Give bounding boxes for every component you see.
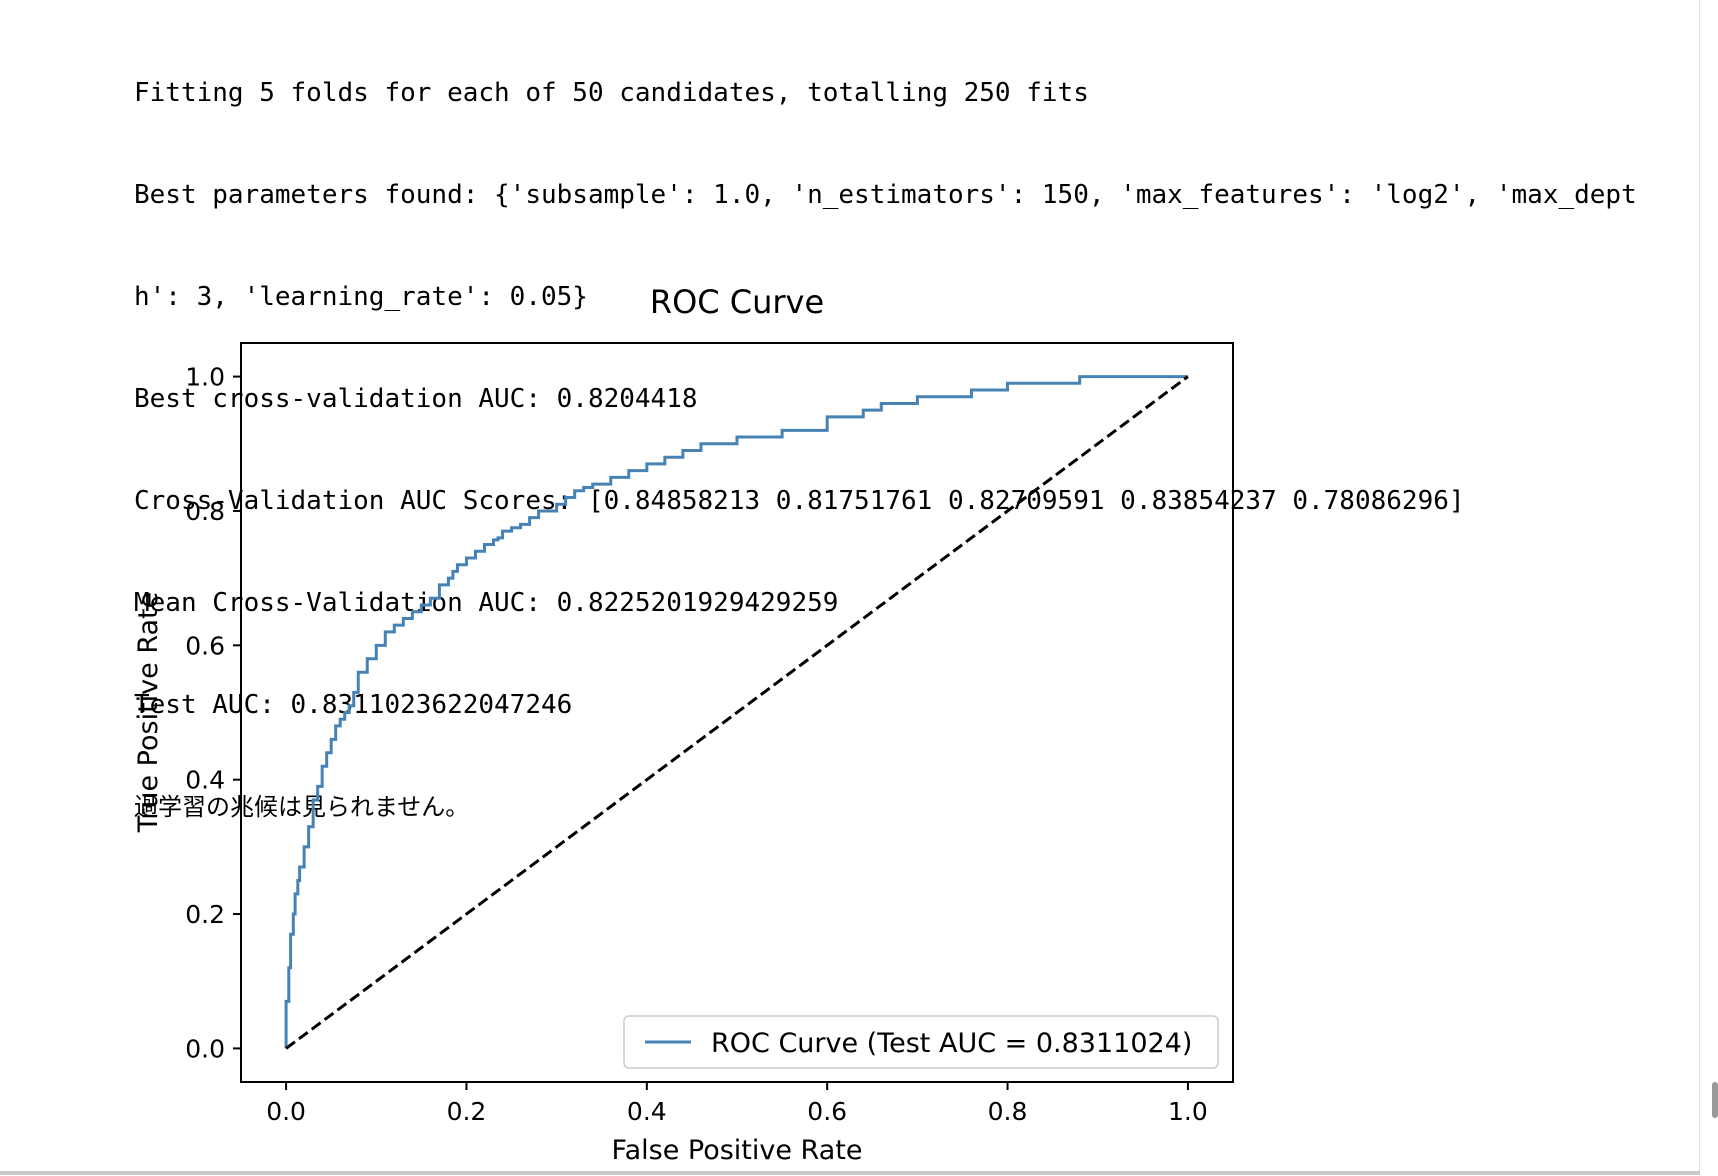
roc-curve-line <box>284 375 1188 1049</box>
y-tick-label: 0.4 <box>185 766 225 795</box>
legend-label: ROC Curve (Test AUC = 0.8311024) <box>711 1028 1192 1059</box>
cell-bottom-border <box>0 1171 1700 1175</box>
y-tick-label: 0.6 <box>185 631 225 660</box>
output-line: h': 3, 'learning_rate': 0.05} <box>134 282 588 312</box>
y-tick-label: 1.0 <box>185 363 225 392</box>
output-line: Cross-Validation AUC Scores: [0.84858213… <box>134 486 1465 516</box>
stdout-text: Fitting 5 folds for each of 50 candidate… <box>134 8 1654 892</box>
legend-box <box>623 1015 1219 1069</box>
x-tick-label: 0.6 <box>807 1097 847 1126</box>
x-tick-label: 1.0 <box>1168 1097 1208 1126</box>
output-line-japanese: 過学習の兆候は見られません。 <box>134 793 470 821</box>
x-tick-label: 0.8 <box>988 1097 1028 1126</box>
x-tick-label: 0.4 <box>627 1097 667 1126</box>
y-tick-label: 0.0 <box>185 1034 225 1063</box>
plot-frame <box>240 342 1234 1083</box>
x-axis-label: False Positive Rate <box>612 1135 863 1166</box>
roc-chart: ROC Curve 0.0 0.2 0.4 0.6 0.8 1.0 0.0 0.2 0.4 0.… <box>133 283 1234 1166</box>
y-axis-label: True Positive Rate <box>133 592 164 834</box>
legend: ROC Curve (Test AUC = 0.8311024) <box>623 1015 1219 1069</box>
output-line: Mean Cross-Validation AUC: 0.82252019294… <box>134 588 839 618</box>
output-line: Fitting 5 folds for each of 50 candidate… <box>134 78 1089 108</box>
y-tick-label: 0.2 <box>185 900 225 929</box>
scrollbar-thumb[interactable] <box>1712 1082 1718 1118</box>
diagonal-reference-line <box>285 375 1189 1050</box>
output-line: Test AUC: 0.8311023622047246 <box>134 690 573 720</box>
y-tick-label: 0.8 <box>185 497 225 526</box>
x-tick-label: 0.0 <box>266 1097 306 1126</box>
x-tick-label: 0.2 <box>447 1097 487 1126</box>
output-line: Best parameters found: {'subsample': 1.0… <box>134 180 1637 210</box>
output-line: Best cross-validation AUC: 0.8204418 <box>134 384 698 414</box>
panel-divider <box>1699 0 1700 1172</box>
chart-title: ROC Curve <box>650 283 824 321</box>
